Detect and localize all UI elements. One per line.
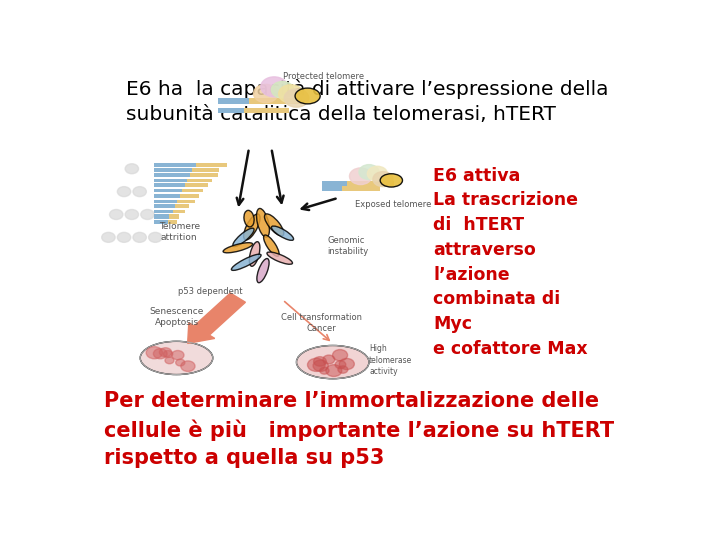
Bar — [192, 168, 220, 172]
Text: Senescence
Apoptosis: Senescence Apoptosis — [149, 307, 204, 327]
Bar — [218, 107, 244, 113]
Text: Exposed telomere: Exposed telomere — [355, 200, 431, 209]
Bar — [249, 98, 302, 104]
Circle shape — [308, 364, 322, 375]
Circle shape — [373, 172, 393, 187]
Bar — [177, 199, 195, 203]
Bar — [218, 98, 249, 104]
Bar — [173, 210, 185, 213]
Ellipse shape — [267, 252, 292, 264]
FancyArrow shape — [188, 293, 246, 343]
Bar — [154, 220, 168, 224]
Text: Genomic
instability: Genomic instability — [327, 235, 369, 256]
Ellipse shape — [256, 208, 269, 237]
Text: Cell transformation
Cancer: Cell transformation Cancer — [281, 313, 362, 333]
Ellipse shape — [243, 214, 260, 240]
Circle shape — [102, 232, 115, 242]
Bar — [175, 204, 189, 208]
Bar — [169, 214, 179, 219]
Bar — [190, 173, 218, 177]
Bar — [342, 186, 379, 191]
Circle shape — [313, 349, 325, 359]
Circle shape — [331, 362, 346, 373]
Text: Per determinare l’immortalizzazione delle
cellule è più   importante l’azione su: Per determinare l’immortalizzazione dell… — [104, 391, 614, 468]
Circle shape — [133, 187, 146, 197]
Bar — [322, 186, 342, 191]
Circle shape — [347, 366, 358, 374]
Ellipse shape — [140, 341, 213, 375]
Bar — [154, 214, 169, 219]
Ellipse shape — [264, 235, 279, 256]
Text: p53 dependent: p53 dependent — [178, 287, 242, 296]
Text: E6 ha  la capacità di attivare l’espressione della
subunità catalitica della tel: E6 ha la capacità di attivare l’espressi… — [126, 79, 609, 124]
Text: E6 attiva
La trascrizione
di  hTERT
attraverso
l’azione
combinata di
Myc
e cofat: E6 attiva La trascrizione di hTERT attra… — [433, 167, 588, 357]
Bar — [347, 181, 394, 186]
Circle shape — [327, 366, 336, 373]
Circle shape — [182, 353, 193, 361]
Circle shape — [305, 354, 317, 362]
Bar — [181, 189, 203, 192]
Circle shape — [189, 349, 200, 357]
Ellipse shape — [231, 254, 261, 271]
Text: Protected telomere: Protected telomere — [282, 72, 364, 82]
Circle shape — [125, 164, 138, 174]
Ellipse shape — [264, 214, 284, 236]
Circle shape — [168, 345, 184, 357]
Bar — [154, 199, 177, 203]
Circle shape — [339, 354, 356, 366]
Circle shape — [117, 187, 131, 197]
Bar — [154, 189, 181, 192]
Ellipse shape — [271, 226, 294, 240]
Ellipse shape — [297, 346, 369, 379]
Circle shape — [330, 350, 347, 363]
Circle shape — [349, 168, 372, 185]
Circle shape — [133, 232, 146, 242]
Bar — [154, 204, 175, 208]
Bar — [186, 179, 212, 182]
Circle shape — [341, 352, 357, 363]
Circle shape — [117, 232, 131, 242]
Bar — [154, 194, 180, 198]
Bar — [154, 163, 196, 167]
Circle shape — [271, 82, 294, 98]
Circle shape — [125, 210, 138, 219]
Circle shape — [148, 345, 161, 355]
Circle shape — [179, 345, 194, 355]
Circle shape — [359, 165, 379, 180]
Ellipse shape — [257, 259, 269, 283]
Bar — [180, 194, 199, 198]
Ellipse shape — [295, 88, 320, 104]
Bar — [154, 210, 173, 213]
Circle shape — [279, 85, 303, 103]
Circle shape — [367, 166, 387, 181]
Ellipse shape — [233, 228, 254, 247]
Text: High
telomerase
activity: High telomerase activity — [369, 345, 413, 376]
Bar — [168, 220, 177, 224]
Bar — [185, 183, 208, 187]
Text: Telomere
attrition: Telomere attrition — [158, 222, 200, 242]
Ellipse shape — [249, 242, 260, 266]
Circle shape — [253, 84, 278, 103]
Bar — [154, 179, 186, 182]
Bar — [244, 107, 289, 113]
Circle shape — [148, 232, 162, 242]
Ellipse shape — [380, 174, 402, 187]
Circle shape — [109, 210, 123, 219]
Ellipse shape — [223, 242, 253, 253]
Circle shape — [324, 353, 339, 365]
Circle shape — [284, 89, 309, 107]
Circle shape — [161, 357, 176, 368]
Bar — [154, 173, 190, 177]
Circle shape — [158, 353, 167, 360]
Ellipse shape — [244, 211, 254, 227]
Circle shape — [261, 77, 287, 97]
Circle shape — [196, 202, 324, 298]
Circle shape — [161, 349, 174, 360]
Bar — [322, 181, 347, 186]
Circle shape — [141, 210, 154, 219]
Bar — [154, 168, 192, 172]
Bar — [154, 183, 185, 187]
Bar — [196, 163, 227, 167]
